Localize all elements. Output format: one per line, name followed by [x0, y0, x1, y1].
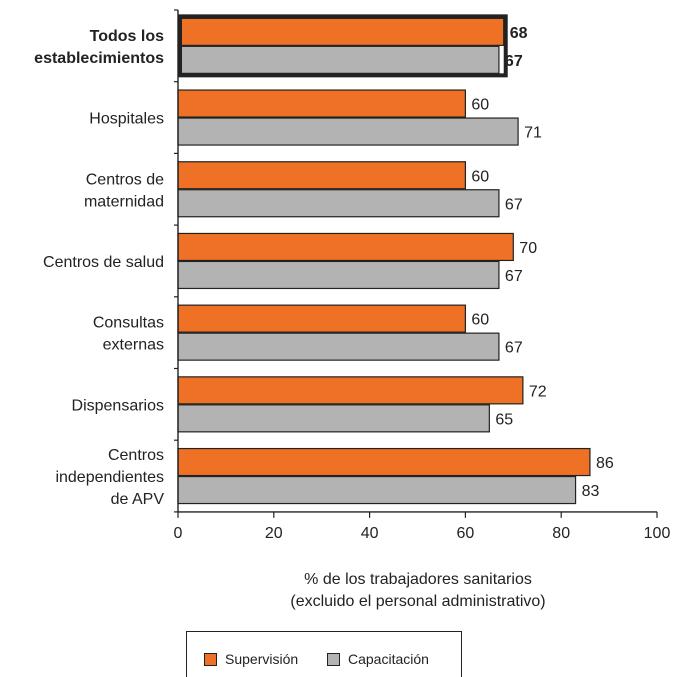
- bar-chart: 68 67 Todos los establecimientos 60 71 Hospita…: [34, 9, 671, 610]
- legend-swatch-supervision: [204, 652, 217, 666]
- value-label-supervision-hospitales: 60: [471, 97, 489, 114]
- value-label-capacitacion-dispensarios: 65: [495, 411, 513, 428]
- category-label-line: Centros de: [86, 171, 164, 188]
- category-label-dispensarios: Dispensarios: [72, 397, 164, 414]
- x-tick-label-80: 80: [552, 525, 570, 542]
- value-label-supervision-centros-de-salud: 70: [519, 240, 537, 257]
- bar-supervision-consultas-externas: [177, 304, 466, 333]
- highlight-frame: [178, 14, 508, 78]
- bar-supervision-centros-de-maternidad: [177, 161, 466, 190]
- bar-capacitacion-centros-de-salud: [177, 260, 500, 290]
- category-label-centros-independientes-de-apv: Centros independientes de APV: [55, 447, 164, 508]
- category-label-line: maternidad: [84, 193, 164, 210]
- x-axis-title-line-1: % de los trabajadores sanitarios: [304, 571, 532, 588]
- legend-item-supervision: Supervisión: [204, 651, 298, 667]
- x-tick-label-60: 60: [457, 525, 475, 542]
- category-label-line: Centros: [108, 447, 164, 464]
- category-label-line: establecimientos: [34, 50, 164, 67]
- x-tick-label-100: 100: [644, 525, 671, 542]
- x-axis-title-line-2: (excluido el personal administrativo): [290, 593, 545, 610]
- category-label-centros-de-salud: Centros de salud: [43, 254, 164, 271]
- category-label-line: Consultas: [93, 315, 164, 332]
- axes-layer: 0 20 40 60 80 100: [174, 9, 671, 542]
- bar-capacitacion-centros-de-maternidad: [177, 189, 500, 218]
- value-label-capacitacion-centros-independientes-de-apv: 83: [582, 483, 600, 500]
- value-label-capacitacion-centros-de-maternidad: 67: [505, 196, 523, 213]
- category-label-line: de APV: [111, 491, 165, 508]
- category-label-line: Dispensarios: [72, 397, 164, 414]
- x-tick-label-40: 40: [361, 525, 379, 542]
- legend-swatch-capacitacion: [327, 652, 340, 666]
- legend-label-capacitacion: Capacitación: [348, 651, 429, 667]
- value-label-supervision-consultas-externas: 60: [471, 312, 489, 329]
- bar-capacitacion-hospitales: [177, 117, 519, 146]
- legend-label-supervision: Supervisión: [225, 651, 299, 667]
- category-label-centros-de-maternidad: Centros de maternidad: [84, 171, 164, 210]
- x-tick-label-0: 0: [174, 525, 183, 542]
- category-label-line: independientes: [55, 469, 164, 486]
- category-label-line: Hospitales: [89, 111, 164, 128]
- bar-capacitacion-centros-independientes-de-apv: [177, 475, 577, 505]
- bar-supervision-hospitales: [177, 89, 466, 118]
- bar-supervision-centros-de-salud: [177, 232, 514, 262]
- x-tick-label-20: 20: [265, 525, 283, 542]
- legend-item-capacitacion: Capacitación: [327, 651, 429, 667]
- value-label-supervision-centros-de-maternidad: 60: [471, 168, 489, 185]
- value-label-capacitacion-centros-de-salud: 67: [505, 268, 523, 285]
- bars-layer: [177, 14, 591, 505]
- value-label-supervision-dispensarios: 72: [529, 383, 547, 400]
- bar-supervision-centros-independientes-de-apv: [177, 447, 591, 477]
- category-label-line: externas: [103, 337, 164, 354]
- bar-capacitacion-consultas-externas: [177, 332, 500, 361]
- category-label-todos-los-establecimientos: Todos los establecimientos: [34, 28, 164, 67]
- value-label-supervision-todos-los-establecimientos: 68: [510, 25, 528, 42]
- bar-capacitacion-todos-los-establecimientos: [180, 45, 500, 74]
- value-label-capacitacion-todos-los-establecimientos: 67: [505, 53, 523, 70]
- category-label-line: Todos los: [90, 28, 164, 45]
- labels-layer: 68 67 Todos los establecimientos 60 71 Hospita…: [34, 25, 614, 508]
- category-label-line: Centros de salud: [43, 254, 164, 271]
- value-label-supervision-centros-independientes-de-apv: 86: [596, 455, 614, 472]
- value-label-capacitacion-hospitales: 71: [524, 125, 542, 142]
- value-label-capacitacion-consultas-externas: 67: [505, 340, 523, 357]
- bar-capacitacion-dispensarios: [177, 404, 490, 433]
- bar-supervision-todos-los-establecimientos: [180, 17, 505, 46]
- category-label-hospitales: Hospitales: [89, 111, 164, 128]
- category-label-consultas-externas: Consultas externas: [93, 315, 164, 354]
- legend: Supervisión Capacitación: [186, 631, 462, 677]
- bar-supervision-dispensarios: [177, 376, 524, 405]
